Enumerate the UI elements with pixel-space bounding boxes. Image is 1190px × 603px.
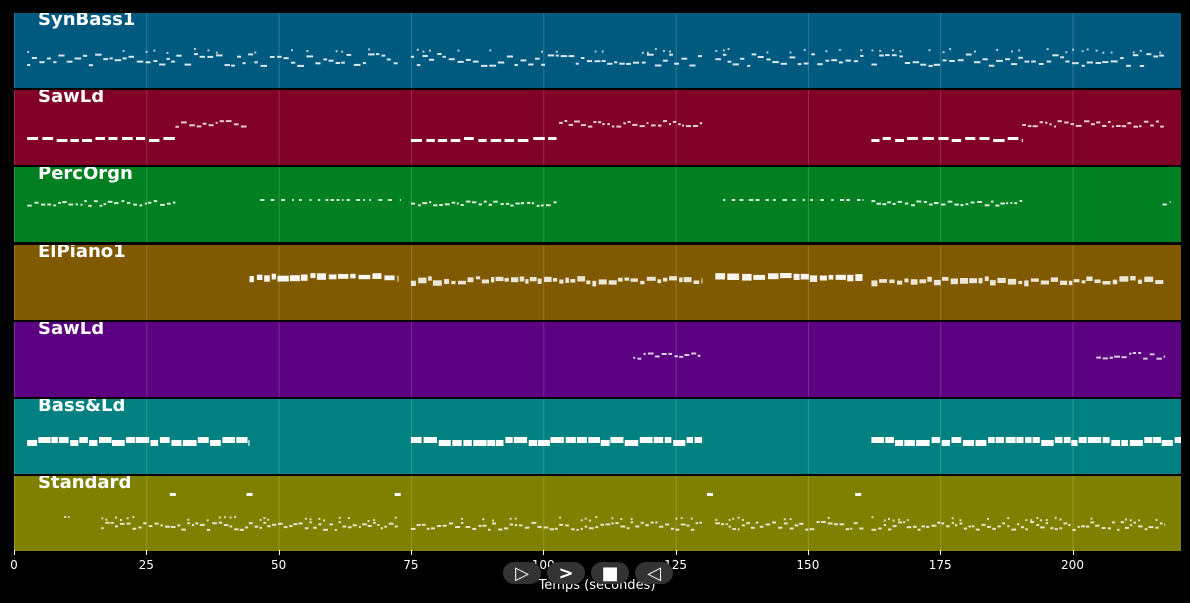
track-lane[interactable]: Standard — [14, 476, 1181, 552]
note-roll — [14, 399, 1181, 474]
note-segment — [871, 437, 1181, 446]
x-tick — [543, 550, 545, 555]
note-segment — [715, 272, 863, 282]
track-label: SawLd — [38, 321, 105, 339]
x-tick — [940, 550, 942, 555]
accent-note — [707, 493, 713, 497]
note-segment — [871, 275, 1164, 286]
note-segment — [27, 200, 176, 208]
note-segment — [249, 272, 399, 282]
x-tick-label: 25 — [138, 558, 154, 572]
play-button[interactable]: ▷ — [503, 562, 541, 584]
note-segment — [723, 199, 864, 202]
track-lane[interactable]: ElPiano1 — [14, 244, 1181, 320]
x-tick-label: 0 — [10, 558, 18, 572]
note-segment — [715, 516, 864, 531]
track-label: SawLd — [38, 90, 105, 108]
note-roll — [14, 167, 1171, 243]
x-tick — [807, 550, 809, 555]
track-lane[interactable]: SawLd — [14, 90, 1181, 166]
x-tick-label: 50 — [270, 558, 287, 572]
track-lane[interactable]: PercOrgn — [14, 167, 1181, 243]
note-segment — [260, 199, 401, 202]
note-segment — [101, 516, 398, 532]
track-label: ElPiano1 — [38, 244, 126, 262]
note-segment — [410, 137, 557, 143]
note-segment — [27, 437, 250, 446]
x-tick-label: 175 — [928, 558, 952, 572]
note-roll — [14, 90, 1164, 166]
track-label: Standard — [38, 476, 132, 494]
note-roll — [14, 321, 1166, 397]
note-roll — [14, 476, 1166, 552]
note-roll — [14, 13, 1164, 88]
accent-note — [246, 493, 253, 497]
x-tick — [146, 550, 148, 555]
note-segment — [64, 516, 70, 519]
stop-button[interactable]: ■ — [591, 562, 629, 584]
track-lane[interactable]: SynBass1 — [14, 13, 1181, 88]
track-label: SynBass1 — [38, 13, 136, 30]
note-segment — [715, 48, 864, 67]
note-segment — [27, 137, 175, 143]
track-label: Bass&Ld — [38, 399, 126, 416]
note-segment — [410, 516, 702, 532]
note-segment — [410, 275, 703, 286]
note-segment — [871, 137, 1023, 143]
accent-note — [394, 493, 401, 497]
note-segment — [871, 516, 1166, 532]
track-lane[interactable]: SawLd — [14, 321, 1181, 397]
rewind-button[interactable]: ◁ — [635, 562, 673, 584]
x-tick — [14, 550, 15, 555]
x-tick — [410, 550, 412, 555]
x-tick-label: 200 — [1061, 558, 1084, 572]
forward-button[interactable]: > — [547, 562, 585, 584]
track-lane[interactable]: Bass&Ld — [14, 399, 1181, 474]
track-label: PercOrgn — [38, 167, 133, 185]
x-tick — [1072, 550, 1074, 555]
note-segment — [633, 352, 701, 360]
note-roll — [14, 244, 1164, 320]
note-segment — [1096, 351, 1166, 360]
note-segment — [175, 120, 247, 128]
x-tick — [675, 550, 677, 555]
accent-note — [169, 493, 176, 497]
note-segment — [410, 437, 703, 446]
note-segment — [27, 48, 398, 67]
x-tick-label: 150 — [796, 558, 820, 572]
note-segment — [871, 48, 1164, 67]
x-tick — [278, 550, 280, 555]
accent-note — [855, 493, 862, 497]
note-segment — [559, 120, 703, 128]
transport-controls: ▷ > ■ ◁ — [503, 562, 673, 584]
note-segment — [1022, 120, 1164, 128]
note-segment — [871, 200, 1023, 207]
note-segment — [1162, 201, 1171, 206]
note-segment — [410, 48, 702, 67]
x-tick-label: 75 — [403, 558, 419, 572]
note-segment — [410, 200, 557, 208]
